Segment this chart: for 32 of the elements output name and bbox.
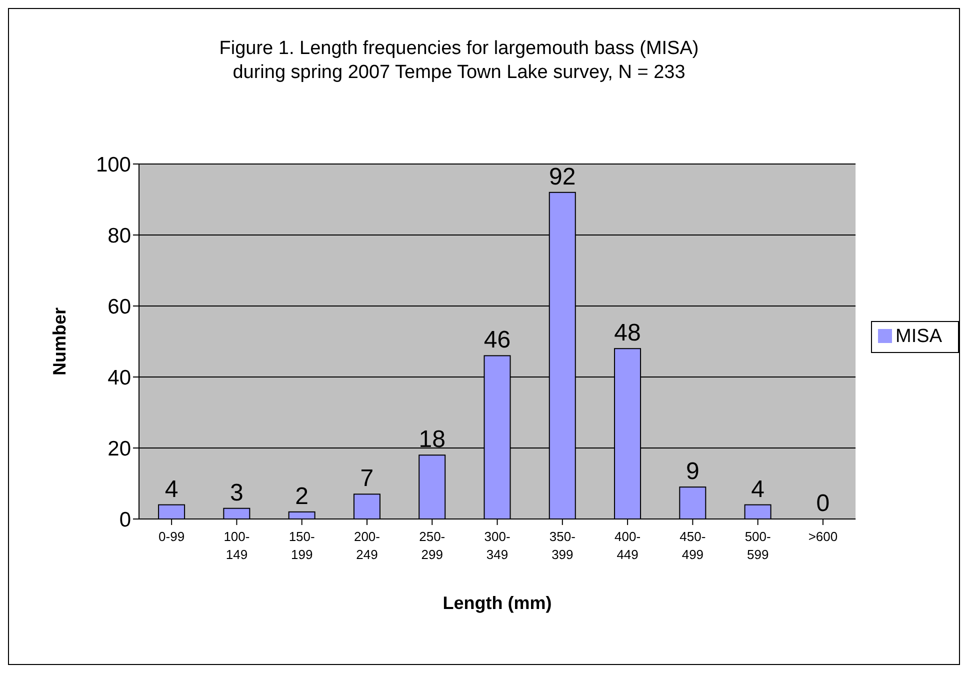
x-tick-label: 200-249 [354,529,380,562]
data-label: 0 [816,490,830,517]
x-tick-label: >600 [808,529,838,544]
y-tick-label: 40 [108,366,131,390]
y-tick-label: 0 [119,508,131,532]
x-tick-label: 500-599 [744,529,771,562]
x-tick-label: 0-99 [158,529,185,544]
legend-label: MISA [896,326,942,346]
x-tick-label: 250-299 [419,529,446,562]
x-axis-title: Length (mm) [442,593,552,613]
data-label: 92 [549,163,576,190]
data-label: 7 [360,465,374,492]
chart-title: Figure 1. Length frequencies for largemouth bass (MISA) during spring 2007 Tempe Town Lake survey, N = 233 [218,37,700,85]
y-tick-label: 100 [96,153,131,176]
x-tick-label: 300-349 [484,529,510,562]
data-label: 9 [686,458,700,486]
x-tick-label: 350-399 [549,529,576,562]
data-label: 2 [295,482,309,510]
data-label: 18 [418,426,446,454]
data-label: 3 [230,479,244,506]
x-tick-label: 100-149 [224,529,250,562]
data-label: 4 [751,476,764,503]
y-tick-label: 80 [108,224,131,248]
y-tick-label: 60 [108,295,131,318]
x-tick-label: 400-449 [614,529,641,562]
y-axis-title: Number [49,307,70,376]
data-label: 48 [614,320,641,347]
data-label: 4 [164,476,178,503]
data-label: 46 [484,326,511,354]
y-tick-label: 20 [108,437,131,460]
x-tick-label: 150-199 [288,529,315,562]
x-tick-label: 450-499 [680,529,706,562]
